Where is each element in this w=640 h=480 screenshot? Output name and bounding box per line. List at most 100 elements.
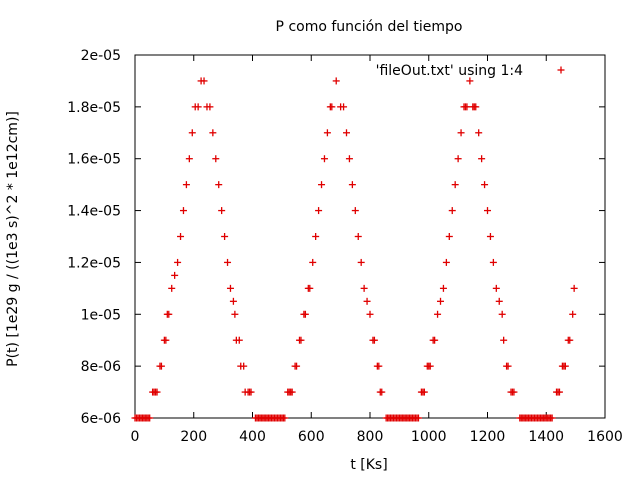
data-point <box>209 129 217 137</box>
data-point <box>454 155 462 163</box>
data-point <box>215 181 223 189</box>
data-point <box>561 362 569 370</box>
y-tick-label: 2e-05 <box>81 48 121 64</box>
data-point <box>548 414 556 422</box>
data-point <box>439 284 447 292</box>
y-tick-label: 1.2e-05 <box>67 255 121 271</box>
data-point <box>153 388 161 396</box>
data-point <box>247 388 255 396</box>
data-point <box>162 336 170 344</box>
data-point <box>375 362 383 370</box>
axis-ticks: 0 200 400 600 800 1000 1200 1400 1600 6e-06 8e-06 1… <box>67 48 623 445</box>
data-point <box>306 284 314 292</box>
data-point <box>431 336 439 344</box>
data-point <box>288 388 296 396</box>
y-axis-label: P(t) [1e29 g / ((1e3 s)^2 * 1e12cm)] <box>5 111 21 367</box>
data-point <box>472 103 480 111</box>
data-point <box>185 155 193 163</box>
data-point <box>301 310 309 318</box>
chart-title: P como función del tiempo <box>276 19 463 35</box>
data-point <box>297 336 305 344</box>
x-tick-label: 0 <box>131 429 140 445</box>
data-point <box>200 77 208 85</box>
data-point <box>231 310 239 318</box>
data-point <box>229 297 237 305</box>
data-point <box>363 297 371 305</box>
y-tick-label: 1.4e-05 <box>67 204 121 220</box>
data-point <box>224 258 232 266</box>
data-point <box>566 336 574 344</box>
legend-label: 'fileOut.txt' using 1:4 <box>376 63 523 79</box>
data-point <box>500 336 508 344</box>
data-point <box>218 207 226 215</box>
data-point <box>315 207 323 215</box>
y-tick-label: 6e-06 <box>81 411 121 427</box>
data-point <box>312 233 320 240</box>
data-point <box>328 103 336 111</box>
data-point <box>484 207 491 215</box>
data-point <box>235 336 243 344</box>
x-tick-label: 200 <box>180 429 207 445</box>
data-point <box>221 233 229 240</box>
data-point <box>357 258 365 266</box>
data-point <box>179 207 187 215</box>
plot-frame <box>134 54 606 419</box>
data-point <box>569 310 577 318</box>
data-point <box>188 129 196 137</box>
x-tick-label: 1600 <box>587 429 623 445</box>
data-points <box>131 77 578 422</box>
data-point <box>323 129 331 137</box>
data-point <box>293 362 301 370</box>
data-point <box>171 271 179 279</box>
x-tick-label: 400 <box>239 429 266 445</box>
data-point <box>165 310 173 318</box>
data-point <box>420 388 428 396</box>
data-point <box>475 129 483 137</box>
data-point <box>463 103 471 111</box>
y-tick-label: 1e-05 <box>81 307 121 323</box>
data-point <box>345 155 353 163</box>
data-point <box>320 155 328 163</box>
data-point <box>457 129 465 137</box>
data-point <box>360 284 368 292</box>
data-point <box>343 129 350 137</box>
data-point <box>157 362 165 370</box>
data-point <box>240 362 248 370</box>
data-point <box>478 155 486 163</box>
legend-marker <box>557 66 565 74</box>
data-point <box>318 181 326 189</box>
data-point <box>281 414 289 422</box>
data-point <box>448 207 456 215</box>
data-point <box>146 414 154 422</box>
data-point <box>182 181 190 189</box>
data-point <box>414 414 422 422</box>
data-point <box>378 388 386 396</box>
data-point <box>442 258 450 266</box>
data-point <box>466 77 474 85</box>
data-point <box>510 388 518 396</box>
x-tick-label: 1400 <box>528 429 564 445</box>
data-point <box>177 233 185 240</box>
data-point <box>370 336 378 344</box>
data-point <box>348 181 356 189</box>
data-point <box>504 362 512 370</box>
data-point <box>174 258 182 266</box>
data-point <box>426 362 434 370</box>
data-point <box>481 181 489 189</box>
x-tick-label: 800 <box>357 429 384 445</box>
data-point <box>492 284 500 292</box>
x-tick-label: 600 <box>298 429 325 445</box>
x-axis-label: t [Ks] <box>350 457 387 473</box>
data-point <box>486 233 494 240</box>
data-point <box>555 388 563 396</box>
x-tick-label: 1000 <box>411 429 447 445</box>
x-tick-label: 1200 <box>470 429 506 445</box>
data-point <box>434 310 442 318</box>
data-point <box>351 207 359 215</box>
data-point <box>194 103 202 111</box>
data-point <box>354 233 362 240</box>
data-point <box>445 233 453 240</box>
data-point <box>451 181 459 189</box>
data-point <box>168 284 176 292</box>
